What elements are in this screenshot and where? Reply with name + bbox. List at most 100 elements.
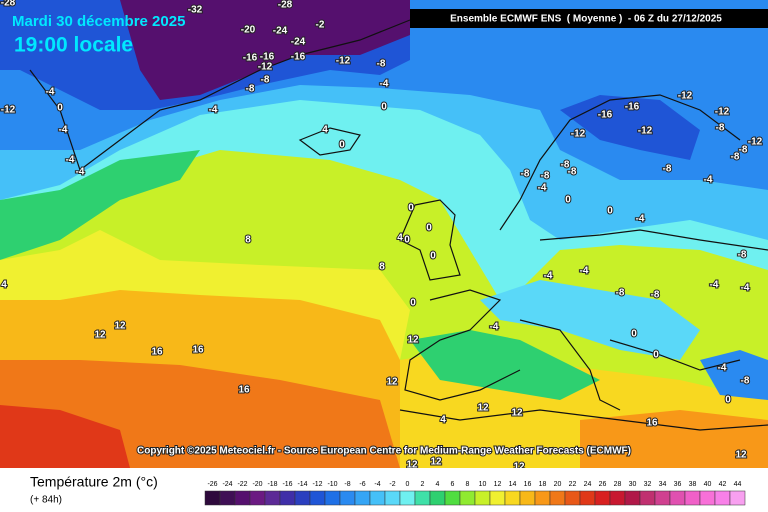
map-label: 0 xyxy=(339,140,345,151)
map-label: 0 xyxy=(410,298,416,309)
map-label: -8 xyxy=(738,250,747,261)
map-label: -12 xyxy=(678,91,693,102)
map-label: -16 xyxy=(291,52,306,63)
map-label: -12 xyxy=(715,107,730,118)
map-label: -4 xyxy=(46,87,55,98)
legend-tick-label: 28 xyxy=(614,481,622,488)
legend-swatch xyxy=(519,490,536,506)
map-label: 8 xyxy=(245,235,251,246)
legend-tick-label: -18 xyxy=(267,481,277,488)
footer-lead: (+ 84h) xyxy=(30,495,62,506)
map-label: -4 xyxy=(538,183,547,194)
map-label: -16 xyxy=(260,52,275,63)
legend-tick-label: -20 xyxy=(252,481,262,488)
map-label: 0 xyxy=(725,395,731,406)
map-label: -4 xyxy=(636,214,645,225)
coastlines xyxy=(29,19,768,431)
legend-swatch xyxy=(624,490,641,506)
legend-swatch xyxy=(534,490,551,506)
map-label: -4 xyxy=(66,155,75,166)
legend-tick-label: 8 xyxy=(466,481,470,488)
legend-tick-label: -2 xyxy=(389,481,395,488)
map-label: -4 xyxy=(544,271,553,282)
map-label: -4 xyxy=(380,79,389,90)
legend-tick-label: 10 xyxy=(479,481,487,488)
map-label: -12 xyxy=(1,105,16,116)
legend-swatch xyxy=(339,490,356,506)
map-label: 12 xyxy=(477,403,489,414)
legend-tick-label: 22 xyxy=(569,481,577,488)
map-label: -4 xyxy=(580,266,589,277)
map-label: 12 xyxy=(386,377,398,388)
map-label: -4 xyxy=(710,280,719,291)
legend-swatch xyxy=(684,490,701,506)
legend-tick-label: 38 xyxy=(689,481,697,488)
map-label: -16 xyxy=(625,102,640,113)
map-label: 16 xyxy=(646,418,658,429)
model-box xyxy=(410,9,768,28)
map-label: -4 xyxy=(741,283,750,294)
legend-swatch xyxy=(399,490,416,506)
map-label: -8 xyxy=(377,59,386,70)
map-label: 0 xyxy=(653,350,659,361)
legend-tick-label: 20 xyxy=(554,481,562,488)
legend-tick-label: 34 xyxy=(659,481,667,488)
map-label: -8 xyxy=(616,288,625,299)
map-label: -8 xyxy=(663,164,672,175)
legend-tick-label: -24 xyxy=(222,481,232,488)
legend-tick-label: 14 xyxy=(509,481,517,488)
map-label: -8 xyxy=(716,123,725,134)
map-label: -8 xyxy=(541,171,550,182)
map-label: -8 xyxy=(739,145,748,156)
map-labels: -28-32 -28-20 -24-2-24-16 -16-12-16-8-8-12-… xyxy=(0,0,764,474)
legend-swatch xyxy=(219,490,236,506)
legend-tick-label: 42 xyxy=(719,481,727,488)
legend-swatch xyxy=(714,490,731,506)
map-label: -12 xyxy=(748,137,763,148)
legend-swatch xyxy=(279,490,296,506)
legend-tick-label: -10 xyxy=(327,481,337,488)
map-label: 16 xyxy=(192,345,204,356)
legend-swatch xyxy=(384,490,401,506)
legend-swatch xyxy=(594,490,611,506)
legend-swatch xyxy=(324,490,341,506)
map-label: 4 xyxy=(440,415,446,426)
legend-tick-label: -4 xyxy=(374,481,380,488)
legend-tick-label: 24 xyxy=(584,481,592,488)
legend-swatch xyxy=(429,490,446,506)
map-label: -8 xyxy=(261,75,270,86)
field-cold xyxy=(700,350,768,400)
map-label: -4 xyxy=(76,167,85,178)
field-warm xyxy=(580,410,768,468)
legend-swatch xyxy=(549,490,566,506)
legend-tick-label: -12 xyxy=(312,481,322,488)
map-label: -20 xyxy=(241,25,256,36)
map-label: -4 xyxy=(490,322,499,333)
map-label: -8 xyxy=(521,169,530,180)
map-label: -8 xyxy=(651,290,660,301)
map-label: 16 xyxy=(238,385,250,396)
map-label: 12 xyxy=(407,335,419,346)
map-label: 12 xyxy=(735,450,747,461)
legend-swatch xyxy=(249,490,266,506)
time: 19:00 locale xyxy=(14,34,133,57)
map-label: 0 xyxy=(404,235,410,246)
legend-tick-label: -26 xyxy=(207,481,217,488)
legend-swatch xyxy=(444,490,461,506)
map-label: 0 xyxy=(565,195,571,206)
legend-swatch xyxy=(264,490,281,506)
map-label: -28 xyxy=(1,0,16,9)
legend-tick-label: -8 xyxy=(344,481,350,488)
map-label: -12 xyxy=(336,56,351,67)
map-label: -4 xyxy=(59,125,68,136)
map-label: 0 xyxy=(430,251,436,262)
map-label: -12 xyxy=(258,62,273,73)
map-label: -8 xyxy=(568,167,577,178)
legend-swatch xyxy=(579,490,596,506)
map-label: -16 xyxy=(243,53,258,64)
map-label: -8 xyxy=(731,152,740,163)
map-label: 0 xyxy=(607,206,613,217)
legend-tick-label: -6 xyxy=(359,481,365,488)
legend-tick-label: -16 xyxy=(282,481,292,488)
legend-tick-label: 6 xyxy=(451,481,455,488)
